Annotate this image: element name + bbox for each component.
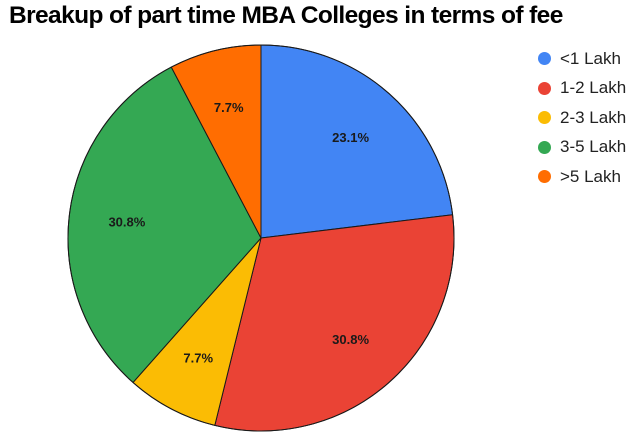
slice-percentage-label: 30.8% [108,215,145,230]
legend-dot-icon [538,140,551,154]
pie-slices [67,44,455,432]
legend-label: 3-5 Lakh [560,137,627,157]
legend-item-gt5-lakh[interactable]: >5 Lakh [538,162,626,192]
legend-dot-icon [538,52,551,66]
legend-label: <1 Lakh [560,48,621,68]
legend-label: 1-2 Lakh [560,78,627,98]
legend-item-3-5-lakh[interactable]: 3-5 Lakh [538,133,626,163]
legend-label: >5 Lakh [560,166,621,186]
chart-title: Breakup of part time MBA Colleges in ter… [9,2,563,29]
pie-slice-labels: 23.1% 30.8% 7.7% 30.8% 7.7% [108,100,369,366]
slice-percentage-label: 30.8% [332,332,369,347]
legend-dot-icon [538,170,551,184]
legend: <1 Lakh 1-2 Lakh 2-3 Lakh 3-5 Lakh >5 La… [538,44,626,192]
legend-item-lt1-lakh[interactable]: <1 Lakh [538,44,626,74]
legend-label: 2-3 Lakh [560,107,627,127]
pie-outline [67,44,455,432]
legend-item-2-3-lakh[interactable]: 2-3 Lakh [538,103,626,133]
legend-dot-icon [538,81,551,95]
slice-percentage-label: 7.7% [183,351,213,366]
legend-item-1-2-lakh[interactable]: 1-2 Lakh [538,74,626,104]
slice-percentage-label: 7.7% [214,100,244,115]
slice-percentage-label: 23.1% [332,130,369,145]
legend-dot-icon [538,111,551,125]
